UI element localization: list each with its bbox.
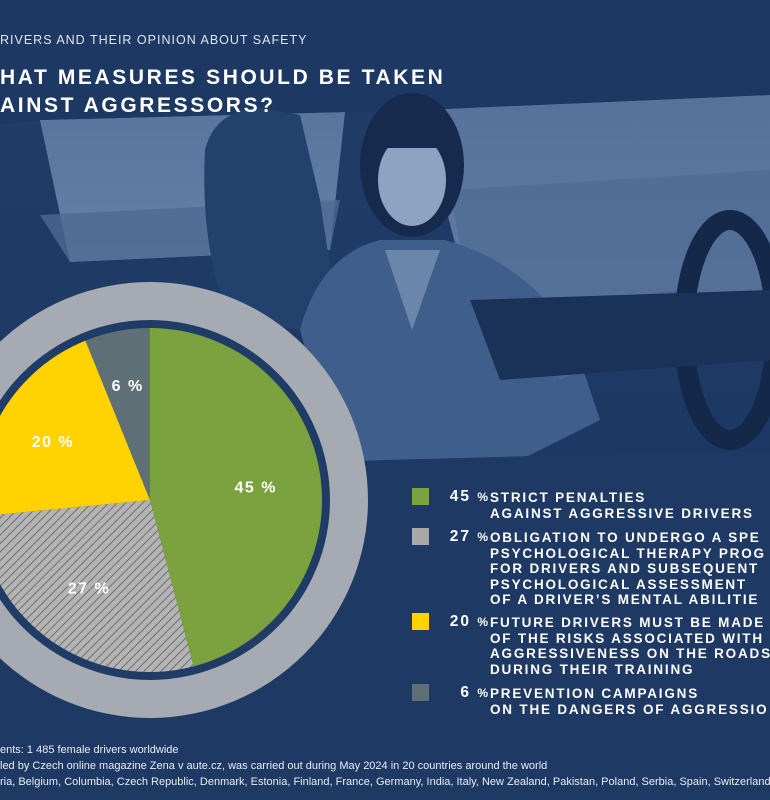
legend-label: FUTURE DRIVERS MUST BE MADE OF THE RISKS …: [490, 615, 770, 677]
legend-percent-value: 45: [449, 488, 478, 505]
legend-label-line: AGAINST AGGRESSIVE DRIVERS: [490, 505, 754, 521]
legend-label-line: FUTURE DRIVERS MUST BE MADE: [490, 615, 766, 630]
pie-slice-strict-penalties: [150, 328, 322, 667]
legend-swatch: [412, 684, 429, 701]
legend-swatch: [412, 528, 429, 545]
legend-label: STRICT PENALTIES AGAINST AGGRESSIVE DRIVE…: [490, 490, 754, 521]
legend-label: PREVENTION CAMPAIGNS ON THE DANGERS OF AG…: [490, 686, 768, 717]
legend-percent: 6 %: [440, 684, 488, 702]
legend-percent-value: 20: [449, 613, 478, 630]
footnote-respondents: ents: 1 485 female drivers worldwide: [0, 744, 179, 756]
legend-swatch: [412, 613, 429, 630]
legend-swatch: [412, 488, 429, 505]
legend-label-line: OBLIGATION TO UNDERGO A SPE: [490, 530, 761, 545]
title-line-2: AINST AGGRESSORS?: [0, 94, 276, 117]
legend-label-line: PREVENTION CAMPAIGNS: [490, 686, 700, 701]
pie-slice-prevention-campaigns: [85, 328, 150, 500]
legend-label: OBLIGATION TO UNDERGO A SPE PSYCHOLOGICAL…: [490, 530, 766, 608]
legend-label-line: AGGRESSIVENESS ON THE ROADS: [490, 646, 770, 661]
pie-slice-label: 27 %: [68, 580, 110, 597]
footnote-survey: led by Czech online magazine Zena v aute…: [0, 760, 548, 772]
legend-percent-unit: %: [477, 490, 488, 504]
legend-label-line: ON THE DANGERS OF AGGRESSIO: [490, 701, 769, 717]
legend-percent: 20 %: [440, 613, 488, 631]
pie-slice-label: 6 %: [112, 378, 144, 395]
legend-percent-unit: %: [477, 615, 488, 629]
title-line-1: HAT MEASURES SHOULD BE TAKEN: [0, 66, 446, 89]
legend-label-line: OF THE RISKS ASSOCIATED WITH: [490, 630, 764, 646]
pie-slice-label: 45 %: [235, 479, 277, 496]
legend-label-line: OF A DRIVER’S MENTAL ABILITIE: [490, 592, 760, 607]
chart-kicker: RIVERS AND THEIR OPINION ABOUT SAFETY: [0, 33, 308, 47]
pie-slice-training: [0, 340, 150, 515]
chart-title: HAT MEASURES SHOULD BE TAKEN AINST AGGRE…: [0, 64, 445, 120]
legend-percent-unit: %: [477, 530, 488, 544]
footnote-countries: ria, Belgium, Columbia, Czech Republic, …: [0, 776, 770, 788]
legend-label-line: FOR DRIVERS AND SUBSEQUENT: [490, 561, 760, 576]
legend-percent-unit: %: [477, 686, 488, 700]
legend-percent-value: 27: [449, 528, 478, 545]
legend-label-line: PSYCHOLOGICAL ASSESSMENT: [490, 576, 747, 592]
legend-label-line: STRICT PENALTIES: [490, 490, 647, 505]
pie-slice-therapy-program: [0, 500, 194, 672]
legend-percent: 45 %: [440, 488, 488, 506]
legend-label-line: PSYCHOLOGICAL THERAPY PROG: [490, 545, 766, 561]
legend-label-line: DURING THEIR TRAINING: [490, 661, 695, 677]
pie-slice-label: 20 %: [32, 434, 74, 451]
legend-percent: 27 %: [440, 528, 488, 546]
legend-percent-value: 6: [460, 684, 478, 701]
